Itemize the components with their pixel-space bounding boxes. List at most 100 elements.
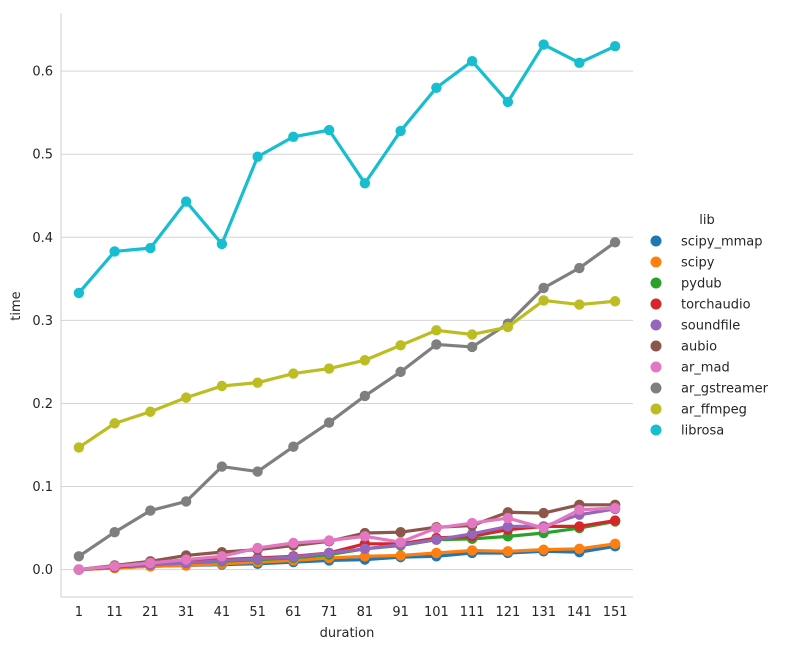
- data-point: [109, 561, 120, 572]
- data-point: [288, 368, 299, 379]
- x-tick-label: 1: [75, 605, 83, 620]
- data-point: [359, 355, 371, 366]
- data-point: [109, 527, 120, 538]
- legend-marker: [650, 235, 662, 247]
- legend-marker: [650, 319, 662, 331]
- x-tick-label: 111: [460, 605, 485, 620]
- y-axis: 0.0 0.1 0.2 0.3 0.4 0.5 0.6: [32, 65, 53, 578]
- data-point: [574, 57, 585, 69]
- x-tick-label: 11: [106, 605, 123, 620]
- data-point: [538, 507, 549, 519]
- data-point: [216, 551, 228, 562]
- series-line: [77, 298, 617, 450]
- x-tick-label: 71: [321, 605, 338, 620]
- x-tick-label: 61: [285, 605, 302, 620]
- data-point: [180, 392, 192, 403]
- data-point: [609, 296, 621, 307]
- x-axis-label: duration: [320, 626, 375, 641]
- data-point: [323, 363, 335, 374]
- legend-label: ar_gstreamer: [681, 382, 769, 397]
- y-tick-label: 0.3: [32, 314, 53, 329]
- data-point: [252, 466, 263, 477]
- data-point: [73, 564, 85, 575]
- y-tick-label: 0.0: [32, 563, 53, 578]
- data-point: [538, 522, 549, 534]
- legend-item: soundfile: [650, 319, 740, 334]
- y-tick-label: 0.4: [32, 231, 53, 246]
- legend-marker: [650, 298, 662, 310]
- legend-item: ar_mad: [650, 361, 730, 376]
- data-point: [359, 178, 371, 189]
- series-ar-gstreamer: [73, 237, 621, 562]
- data-point: [538, 544, 549, 555]
- data-point: [431, 534, 442, 545]
- x-tick-label: 141: [567, 605, 592, 620]
- data-point: [574, 299, 585, 310]
- y-tick-label: 0.2: [32, 397, 53, 412]
- data-point: [431, 325, 442, 336]
- data-point: [431, 522, 442, 534]
- data-point: [609, 538, 621, 550]
- data-point: [145, 406, 156, 417]
- legend-item: torchaudio: [650, 298, 751, 313]
- data-point: [395, 125, 406, 137]
- legend-item: aubio: [650, 340, 717, 355]
- x-tick-label: 101: [424, 605, 449, 620]
- data-point: [395, 366, 406, 378]
- series-librosa: [73, 39, 621, 299]
- data-point: [252, 553, 263, 564]
- data-point: [574, 521, 585, 532]
- legend-label: soundfile: [681, 319, 740, 334]
- data-point: [288, 131, 299, 142]
- x-tick-label: 121: [495, 605, 520, 620]
- legend-item: librosa: [650, 424, 724, 439]
- legend-label: torchaudio: [681, 298, 751, 313]
- data-point: [609, 502, 621, 514]
- data-point: [538, 295, 549, 306]
- series-line: [77, 240, 617, 558]
- legend-marker: [650, 403, 662, 415]
- data-point: [359, 531, 371, 542]
- data-point: [538, 282, 549, 294]
- series-ar-ffmpeg: [73, 295, 621, 453]
- y-tick-label: 0.6: [32, 65, 53, 80]
- legend-label: ar_ffmpeg: [681, 403, 747, 418]
- x-tick-label: 21: [142, 605, 159, 620]
- data-point: [73, 442, 85, 453]
- legend-marker: [650, 424, 662, 436]
- data-point: [466, 341, 478, 353]
- data-point: [574, 543, 585, 555]
- data-point: [609, 41, 621, 52]
- legend-label: librosa: [681, 424, 724, 439]
- data-point: [502, 512, 514, 524]
- data-point: [502, 321, 514, 333]
- data-point: [323, 535, 335, 546]
- data-point: [466, 517, 478, 529]
- data-point: [431, 339, 442, 350]
- data-point: [609, 515, 621, 526]
- y-axis-label: time: [9, 291, 24, 320]
- data-point: [466, 55, 478, 67]
- data-point: [574, 262, 585, 274]
- legend-marker: [650, 361, 662, 373]
- series-line: [77, 507, 617, 572]
- data-point: [145, 505, 156, 516]
- data-point: [323, 124, 335, 136]
- legend-label: ar_mad: [681, 361, 730, 376]
- legend-marker: [650, 256, 662, 268]
- x-tick-label: 81: [357, 605, 374, 620]
- legend-label: scipy_mmap: [681, 235, 763, 250]
- series-line: [77, 42, 617, 295]
- x-tick-label: 91: [392, 605, 409, 620]
- data-point: [395, 527, 406, 538]
- data-point: [502, 546, 514, 557]
- data-point: [145, 242, 156, 254]
- data-point: [288, 537, 299, 549]
- data-point: [180, 196, 192, 207]
- legend-marker: [650, 382, 662, 394]
- data-point: [216, 461, 228, 472]
- data-point: [466, 329, 478, 340]
- data-point: [73, 551, 85, 562]
- legend-label: pydub: [681, 277, 722, 292]
